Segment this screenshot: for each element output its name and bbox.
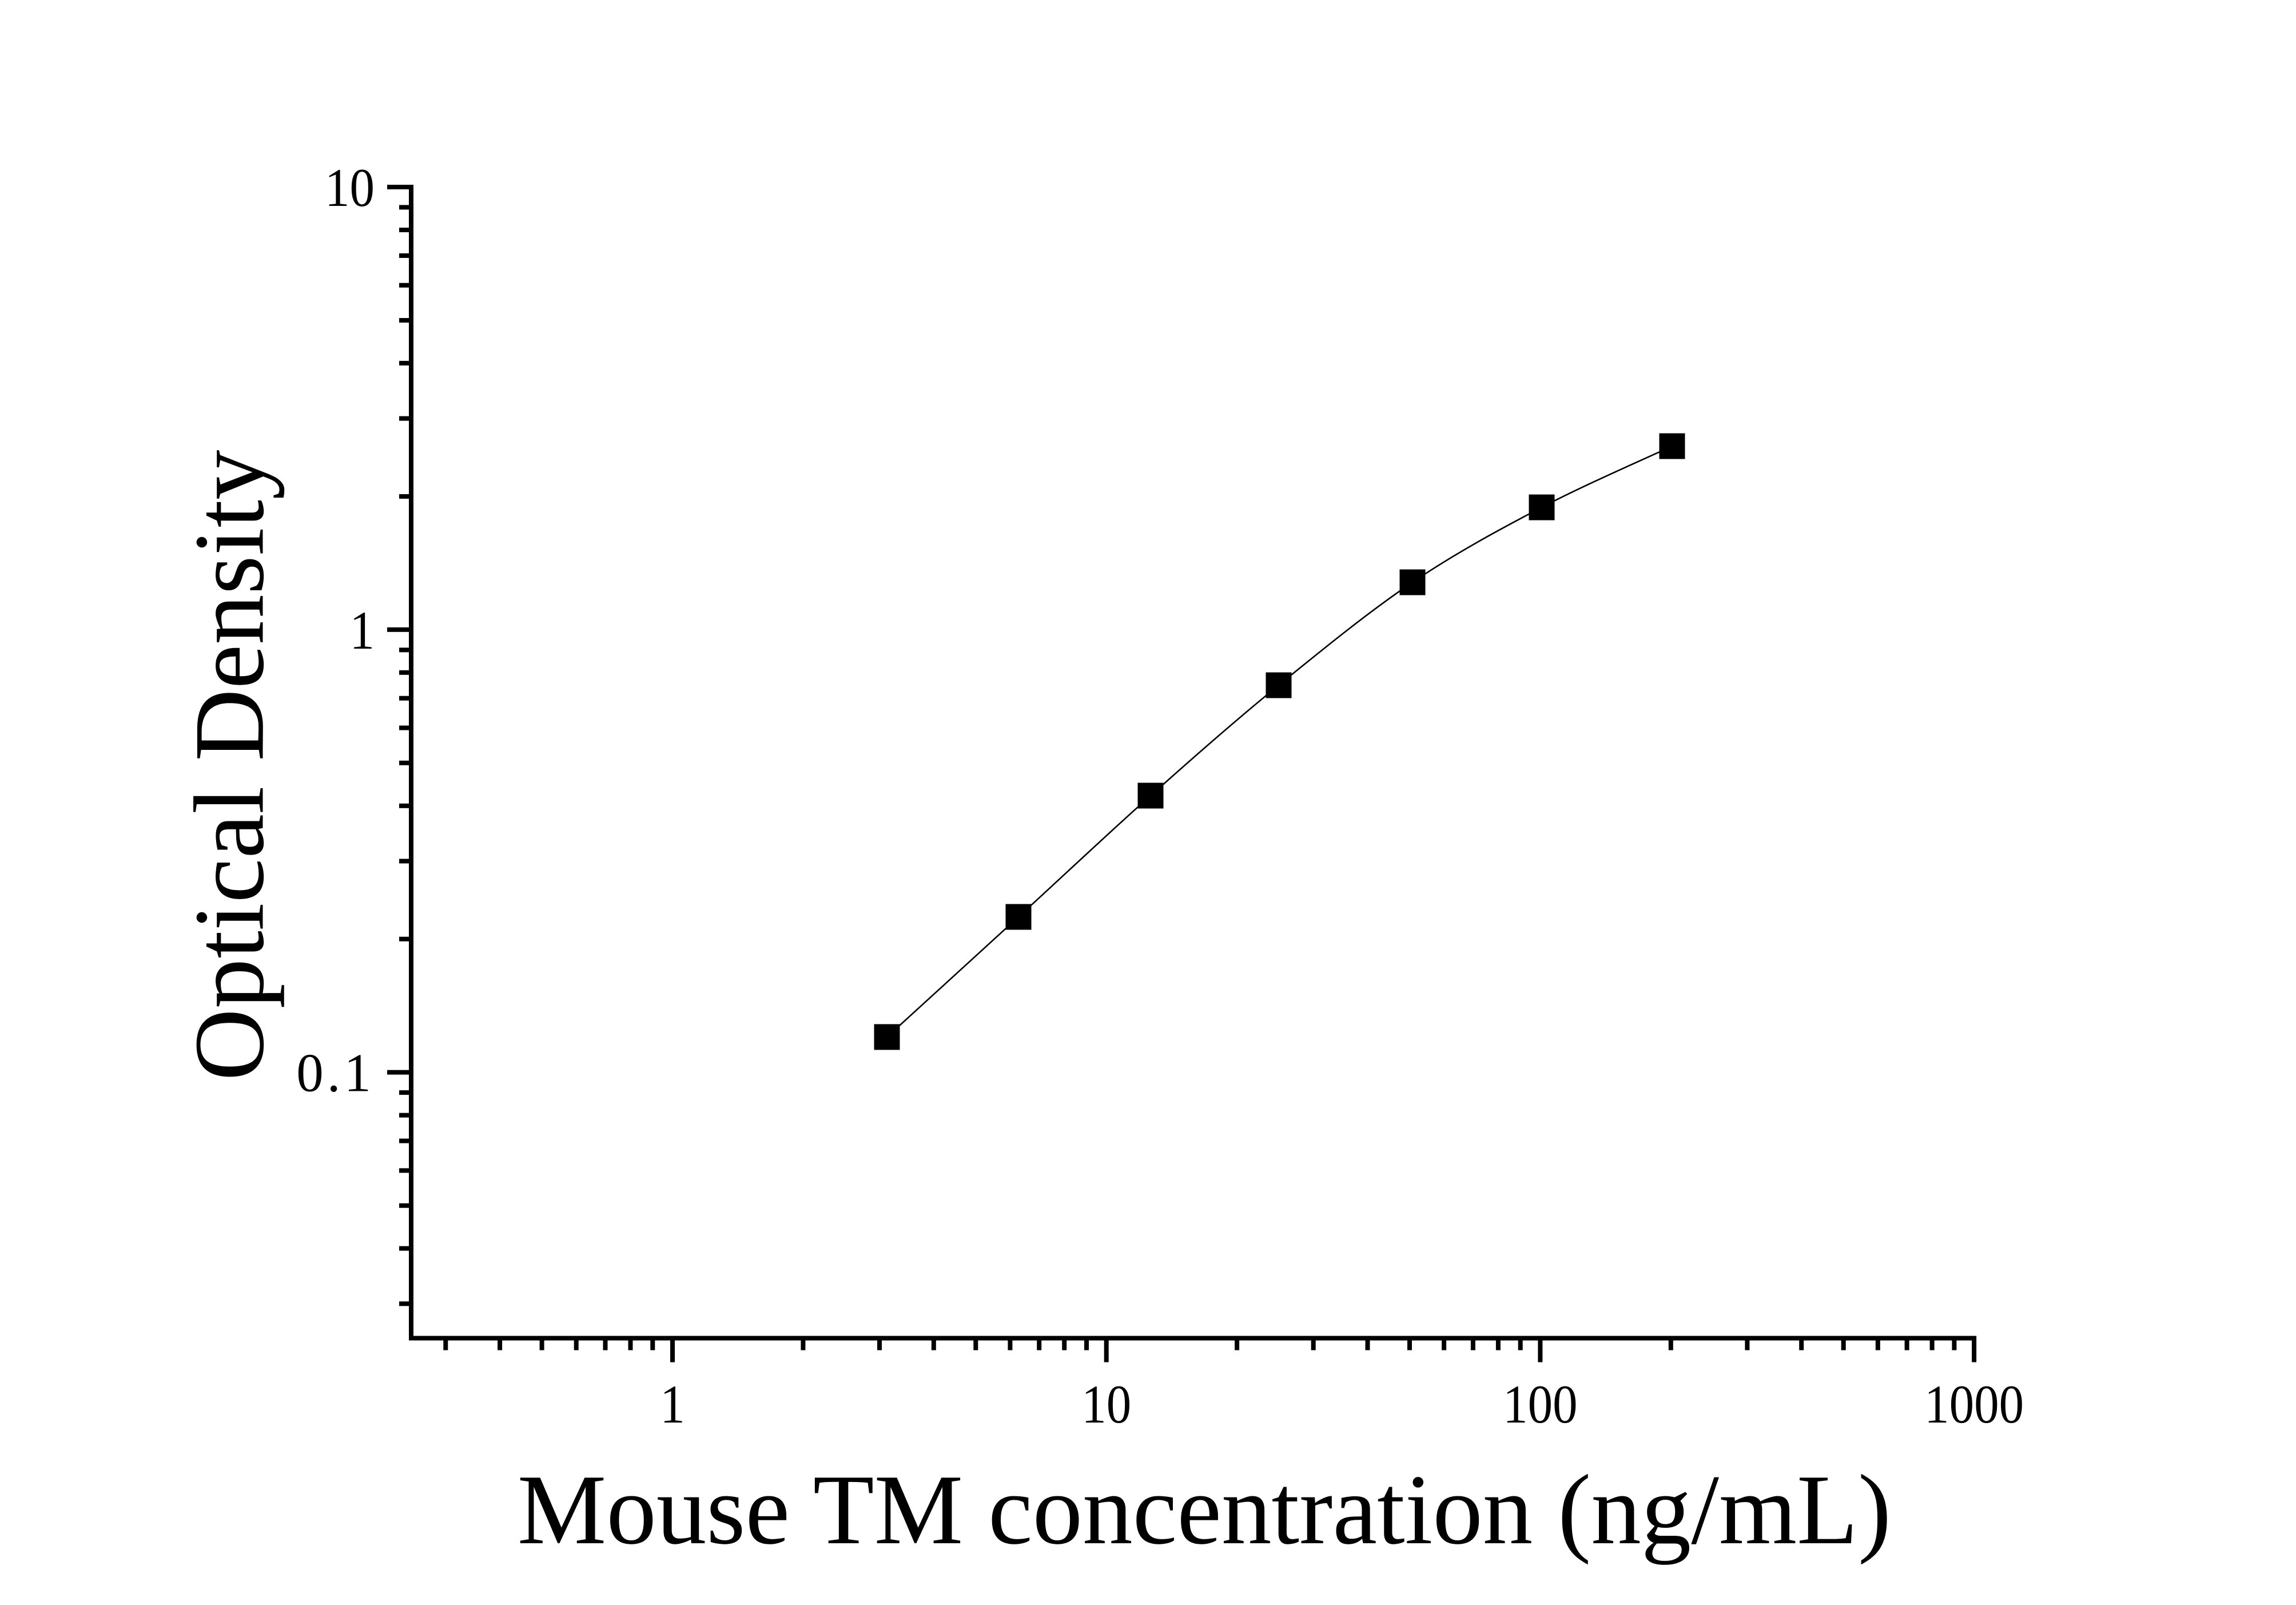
svg-text:0.1: 0.1	[296, 1043, 375, 1103]
svg-text:Optical Density: Optical Density	[174, 450, 285, 1080]
svg-text:1: 1	[660, 1374, 685, 1435]
svg-text:100: 100	[1503, 1374, 1578, 1435]
svg-text:1: 1	[350, 600, 375, 661]
svg-text:Mouse TM concentration (ng/mL): Mouse TM concentration (ng/mL)	[518, 1454, 1892, 1565]
svg-text:10: 10	[1081, 1374, 1131, 1435]
svg-text:1000: 1000	[1924, 1374, 2024, 1435]
svg-text:10: 10	[325, 157, 375, 218]
